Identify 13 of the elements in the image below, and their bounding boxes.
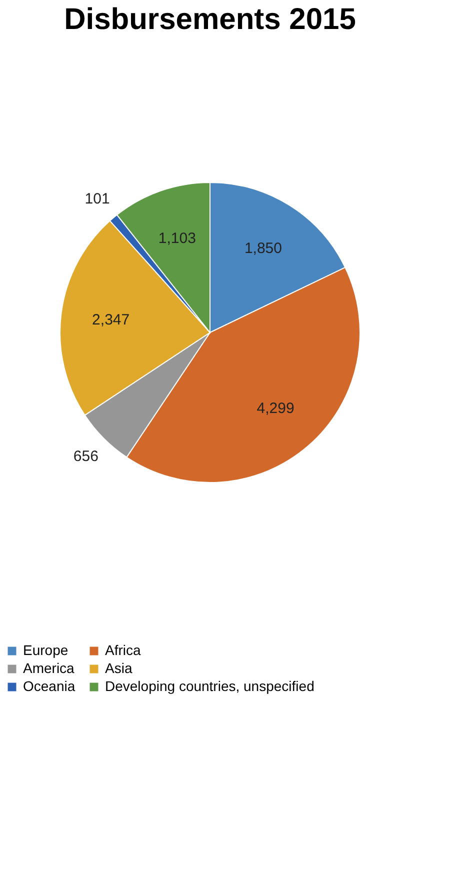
chart-title: Disbursements 2015 bbox=[64, 3, 356, 36]
legend-label: Europe bbox=[23, 642, 68, 658]
legend-label: America bbox=[23, 660, 75, 676]
legend-label: Developing countries, unspecified bbox=[105, 678, 314, 694]
legend-label: Oceania bbox=[23, 678, 76, 694]
data-label: 1,103 bbox=[158, 230, 196, 248]
legend-label: Africa bbox=[105, 642, 141, 658]
data-label: 4,299 bbox=[256, 400, 294, 418]
data-label: 101 bbox=[84, 190, 110, 208]
data-label: 2,347 bbox=[92, 312, 130, 329]
data-label: 656 bbox=[73, 448, 98, 465]
data-label: 1,850 bbox=[244, 240, 282, 257]
legend-label: Asia bbox=[105, 660, 132, 676]
